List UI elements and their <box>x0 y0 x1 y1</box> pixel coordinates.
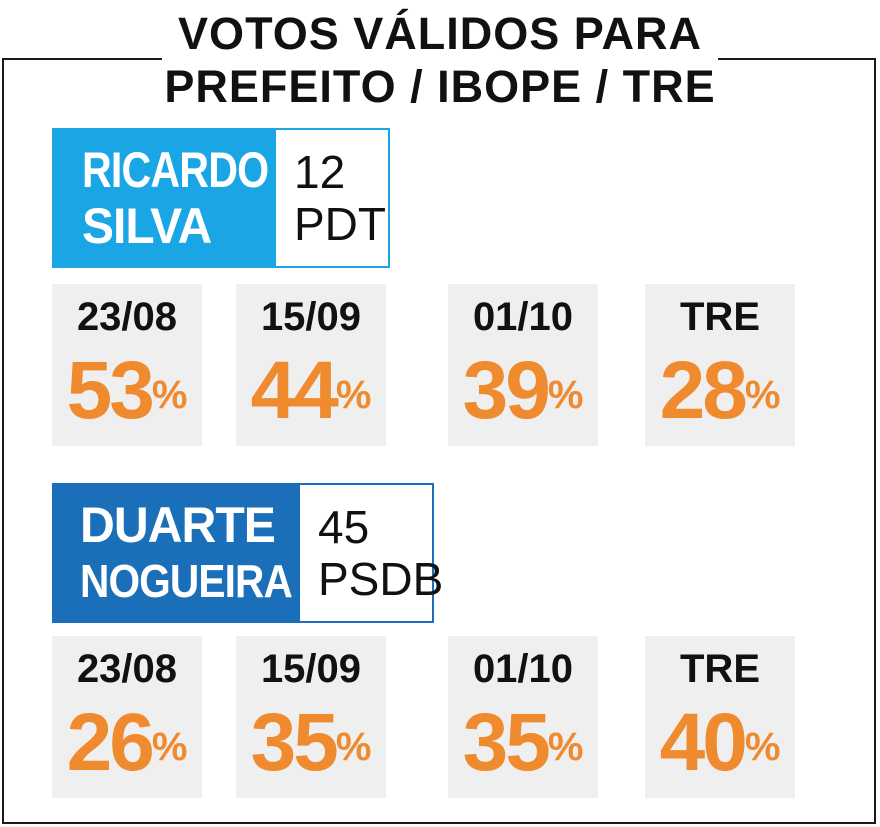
result-value: 26% <box>52 698 202 811</box>
result-date: 15/09 <box>260 295 362 339</box>
result-value: 40% <box>645 698 795 811</box>
candidate-party-box: 12 PDT <box>276 130 388 266</box>
result-value: 39% <box>448 346 598 459</box>
result-value: 28% <box>645 346 795 459</box>
candidate-name: DUARTE NOGUEIRA <box>54 485 300 621</box>
percent-sign: % <box>335 373 372 417</box>
result-date: 01/10 <box>472 647 574 691</box>
result-value: 53% <box>52 346 202 459</box>
result-date: 23/08 <box>76 295 178 339</box>
result-date: TRE <box>680 647 760 691</box>
result-date: 15/09 <box>260 647 362 691</box>
candidate-party: PDT <box>294 198 386 250</box>
percent-sign: % <box>547 373 584 417</box>
percent-sign: % <box>151 725 188 769</box>
candidate-name-line-2: NOGUEIRA <box>80 555 293 607</box>
candidate-party-box: 45 PSDB <box>300 485 444 621</box>
result-card: TRE 40% <box>645 636 795 798</box>
result-card: 15/09 44% <box>236 284 386 446</box>
percent-sign: % <box>151 373 188 417</box>
chart-title-line-1: VOTOS VÁLIDOS PARA <box>178 8 702 59</box>
result-number: 40 <box>659 697 748 788</box>
candidate-number: 45 <box>318 501 370 553</box>
result-number: 35 <box>462 697 551 788</box>
percent-sign: % <box>547 725 584 769</box>
result-number: 53 <box>66 345 155 436</box>
percent-sign: % <box>744 725 781 769</box>
result-card: 01/10 39% <box>448 284 598 446</box>
candidate-header-ricardo-silva: RICARDO SILVA 12 PDT <box>52 128 390 268</box>
candidate-name-line-1: DUARTE <box>80 497 276 553</box>
percent-sign: % <box>335 725 372 769</box>
result-date: TRE <box>680 295 760 339</box>
result-value: 35% <box>448 698 598 811</box>
result-card: 23/08 26% <box>52 636 202 798</box>
result-card: 23/08 53% <box>52 284 202 446</box>
candidate-results-duarte-nogueira: 23/08 26% 15/09 35% 01/10 35% TRE 40% <box>0 636 880 798</box>
result-number: 39 <box>462 345 551 436</box>
candidate-header-duarte-nogueira: DUARTE NOGUEIRA 45 PSDB <box>52 483 444 623</box>
chart-title: VOTOS VÁLIDOS PARA PREFEITO / IBOPE / TR… <box>162 0 718 112</box>
result-number: 26 <box>66 697 155 788</box>
result-value: 44% <box>236 346 386 459</box>
candidate-results-ricardo-silva: 23/08 53% 15/09 44% 01/10 39% TRE 28% <box>0 284 880 446</box>
result-value: 35% <box>236 698 386 811</box>
result-date: 01/10 <box>472 295 574 339</box>
candidate-name-line-2: SILVA <box>82 198 212 254</box>
chart-title-line-2: PREFEITO / IBOPE / TRE <box>164 61 716 112</box>
result-number: 35 <box>250 697 339 788</box>
candidate-name: RICARDO SILVA <box>54 130 276 266</box>
candidate-number: 12 <box>294 146 346 198</box>
result-date: 23/08 <box>76 647 178 691</box>
result-number: 28 <box>659 345 748 436</box>
candidate-name-line-1: RICARDO <box>82 142 269 198</box>
result-card: 15/09 35% <box>236 636 386 798</box>
candidate-party: PSDB <box>318 553 444 605</box>
result-number: 44 <box>250 345 339 436</box>
result-card: 01/10 35% <box>448 636 598 798</box>
percent-sign: % <box>744 373 781 417</box>
result-card: TRE 28% <box>645 284 795 446</box>
